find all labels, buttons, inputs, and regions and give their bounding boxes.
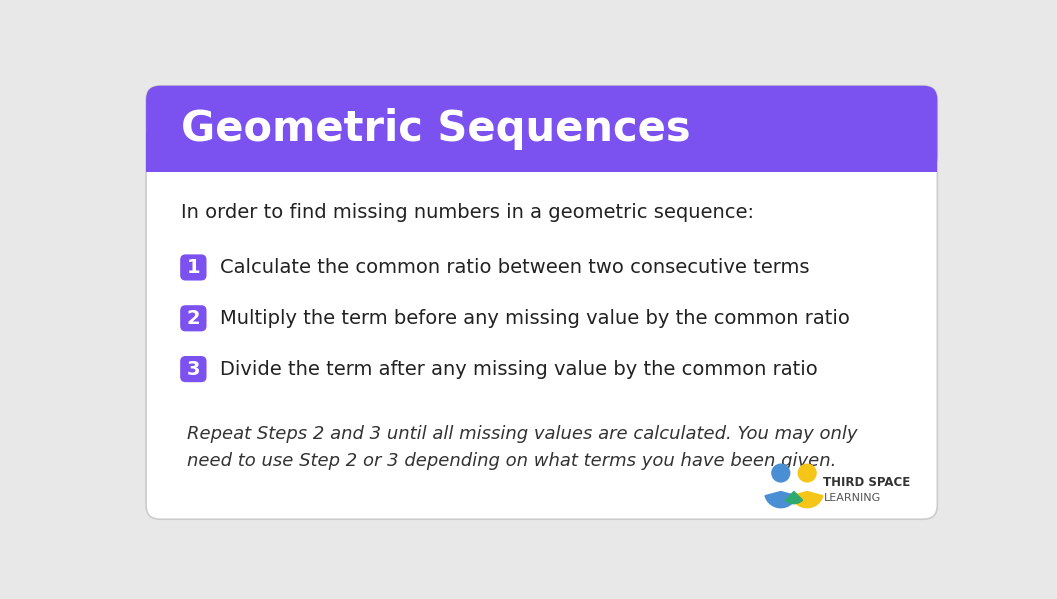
Text: 2: 2 xyxy=(186,308,200,328)
Text: Divide the term after any missing value by the common ratio: Divide the term after any missing value … xyxy=(220,359,817,379)
Text: LEARNING: LEARNING xyxy=(823,493,880,503)
Text: THIRD SPACE: THIRD SPACE xyxy=(823,476,911,489)
Text: Calculate the common ratio between two consecutive terms: Calculate the common ratio between two c… xyxy=(220,258,810,277)
Text: Multiply the term before any missing value by the common ratio: Multiply the term before any missing val… xyxy=(220,308,850,328)
FancyBboxPatch shape xyxy=(180,255,206,280)
FancyBboxPatch shape xyxy=(146,86,938,519)
Circle shape xyxy=(772,464,790,482)
FancyBboxPatch shape xyxy=(146,133,938,172)
Text: Repeat Steps 2 and 3 until all missing values are calculated. You may only
need : Repeat Steps 2 and 3 until all missing v… xyxy=(187,425,857,470)
Wedge shape xyxy=(792,492,822,508)
FancyBboxPatch shape xyxy=(180,305,206,331)
Wedge shape xyxy=(785,492,802,504)
FancyBboxPatch shape xyxy=(180,356,206,382)
FancyBboxPatch shape xyxy=(146,86,938,172)
Text: 3: 3 xyxy=(187,359,200,379)
Circle shape xyxy=(798,464,816,482)
Text: In order to find missing numbers in a geometric sequence:: In order to find missing numbers in a ge… xyxy=(181,202,754,222)
Text: 1: 1 xyxy=(186,258,200,277)
Text: Geometric Sequences: Geometric Sequences xyxy=(181,108,690,150)
Wedge shape xyxy=(765,492,797,508)
